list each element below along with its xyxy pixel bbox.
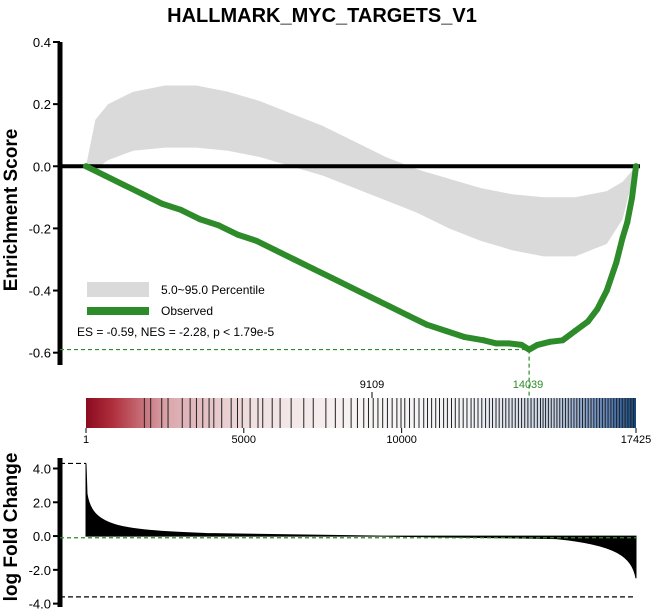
observed-point — [613, 259, 620, 266]
observed-point — [83, 163, 89, 170]
observed-point — [196, 216, 203, 223]
observed-point — [594, 306, 601, 313]
observed-point — [546, 338, 553, 345]
bottom-y-tick-label: -2.0 — [29, 563, 51, 578]
bottom-y-tick-label: 2.0 — [33, 495, 51, 510]
observed-line — [83, 163, 639, 353]
observed-point — [234, 231, 241, 238]
observed-point — [329, 275, 336, 282]
observed-point — [101, 172, 108, 179]
observed-point — [291, 256, 298, 263]
gene-hit-ticks — [143, 398, 635, 428]
observed-point — [215, 222, 222, 229]
observed-point — [505, 340, 512, 347]
observed-line-layer — [83, 163, 639, 353]
observed-point — [272, 247, 279, 254]
bottom-y-tick-label: 0.0 — [33, 529, 51, 544]
observed-point — [120, 181, 127, 188]
observed-point — [461, 334, 468, 341]
observed-point — [367, 293, 374, 300]
top-y-tick-label: 0.2 — [33, 97, 51, 112]
observed-point — [480, 337, 487, 344]
observed-point — [493, 340, 500, 347]
bottom-panel: 4.0 2.0 0.0 -2.0 -4.0 — [29, 458, 637, 612]
legend-observed-label: Observed — [161, 304, 213, 318]
rank-tick-label: 5000 — [232, 434, 256, 446]
top-y-tick-label: -0.4 — [29, 284, 51, 299]
chart-title: HALLMARK_MYC_TARGETS_V1 — [167, 5, 477, 27]
legend-band-swatch — [87, 282, 149, 297]
top-y-tick-label: 0.0 — [33, 159, 51, 174]
observed-point — [253, 237, 260, 244]
percentile-band — [86, 85, 636, 257]
observed-point — [404, 312, 411, 319]
observed-point — [572, 327, 579, 334]
observed-point — [619, 234, 626, 241]
observed-point — [442, 327, 449, 334]
observed-point — [629, 194, 636, 201]
zero-crossing-rank-label: 9109 — [360, 379, 384, 391]
observed-point — [584, 318, 591, 325]
observed-point — [624, 219, 631, 226]
top-axes: 0.4 0.2 0.0 -0.2 -0.4 -0.6 — [29, 35, 640, 398]
legend-band-label: 5.0~95.0 Percentile — [161, 283, 265, 297]
observed-point — [534, 341, 541, 348]
rank-gradient-bar — [86, 398, 636, 428]
rank-tick-label: 17425 — [621, 434, 652, 446]
bottom-y-tick-label: -4.0 — [29, 597, 51, 612]
observed-point — [385, 303, 392, 310]
bottom-y-axis-title: log Fold Change — [1, 453, 22, 602]
percentile-band-layer — [86, 85, 636, 257]
bottom-y-tick-label: 4.0 — [33, 462, 51, 477]
observed-point — [559, 337, 566, 344]
observed-point — [139, 191, 146, 198]
top-y-tick-label: 0.4 — [33, 35, 51, 50]
observed-point — [310, 265, 317, 272]
top-y-tick-label: -0.6 — [29, 346, 51, 361]
legend: 5.0~95.0 Percentile Observed — [87, 282, 265, 318]
observed-point — [526, 346, 533, 353]
fold-change-area — [85, 463, 637, 579]
stats-text: ES = -0.59, NES = -2.28, p < 1.79e-5 — [77, 325, 274, 339]
observed-point — [518, 341, 525, 348]
legend-observed-swatch — [87, 307, 149, 315]
observed-point — [603, 287, 610, 294]
observed-point — [177, 206, 184, 213]
rank-tick-label: 1 — [83, 434, 89, 446]
observed-point — [423, 321, 430, 328]
observed-point — [633, 163, 639, 170]
rank-tick-label: 10000 — [386, 434, 417, 446]
top-y-axis-title: Enrichment Score — [1, 129, 22, 292]
rank-axis: 1 5000 10000 17425 — [83, 392, 651, 446]
peak-rank-label: 14039 — [513, 379, 544, 391]
top-y-tick-label: -0.2 — [29, 221, 51, 236]
observed-point — [158, 200, 165, 207]
observed-point — [348, 284, 355, 291]
